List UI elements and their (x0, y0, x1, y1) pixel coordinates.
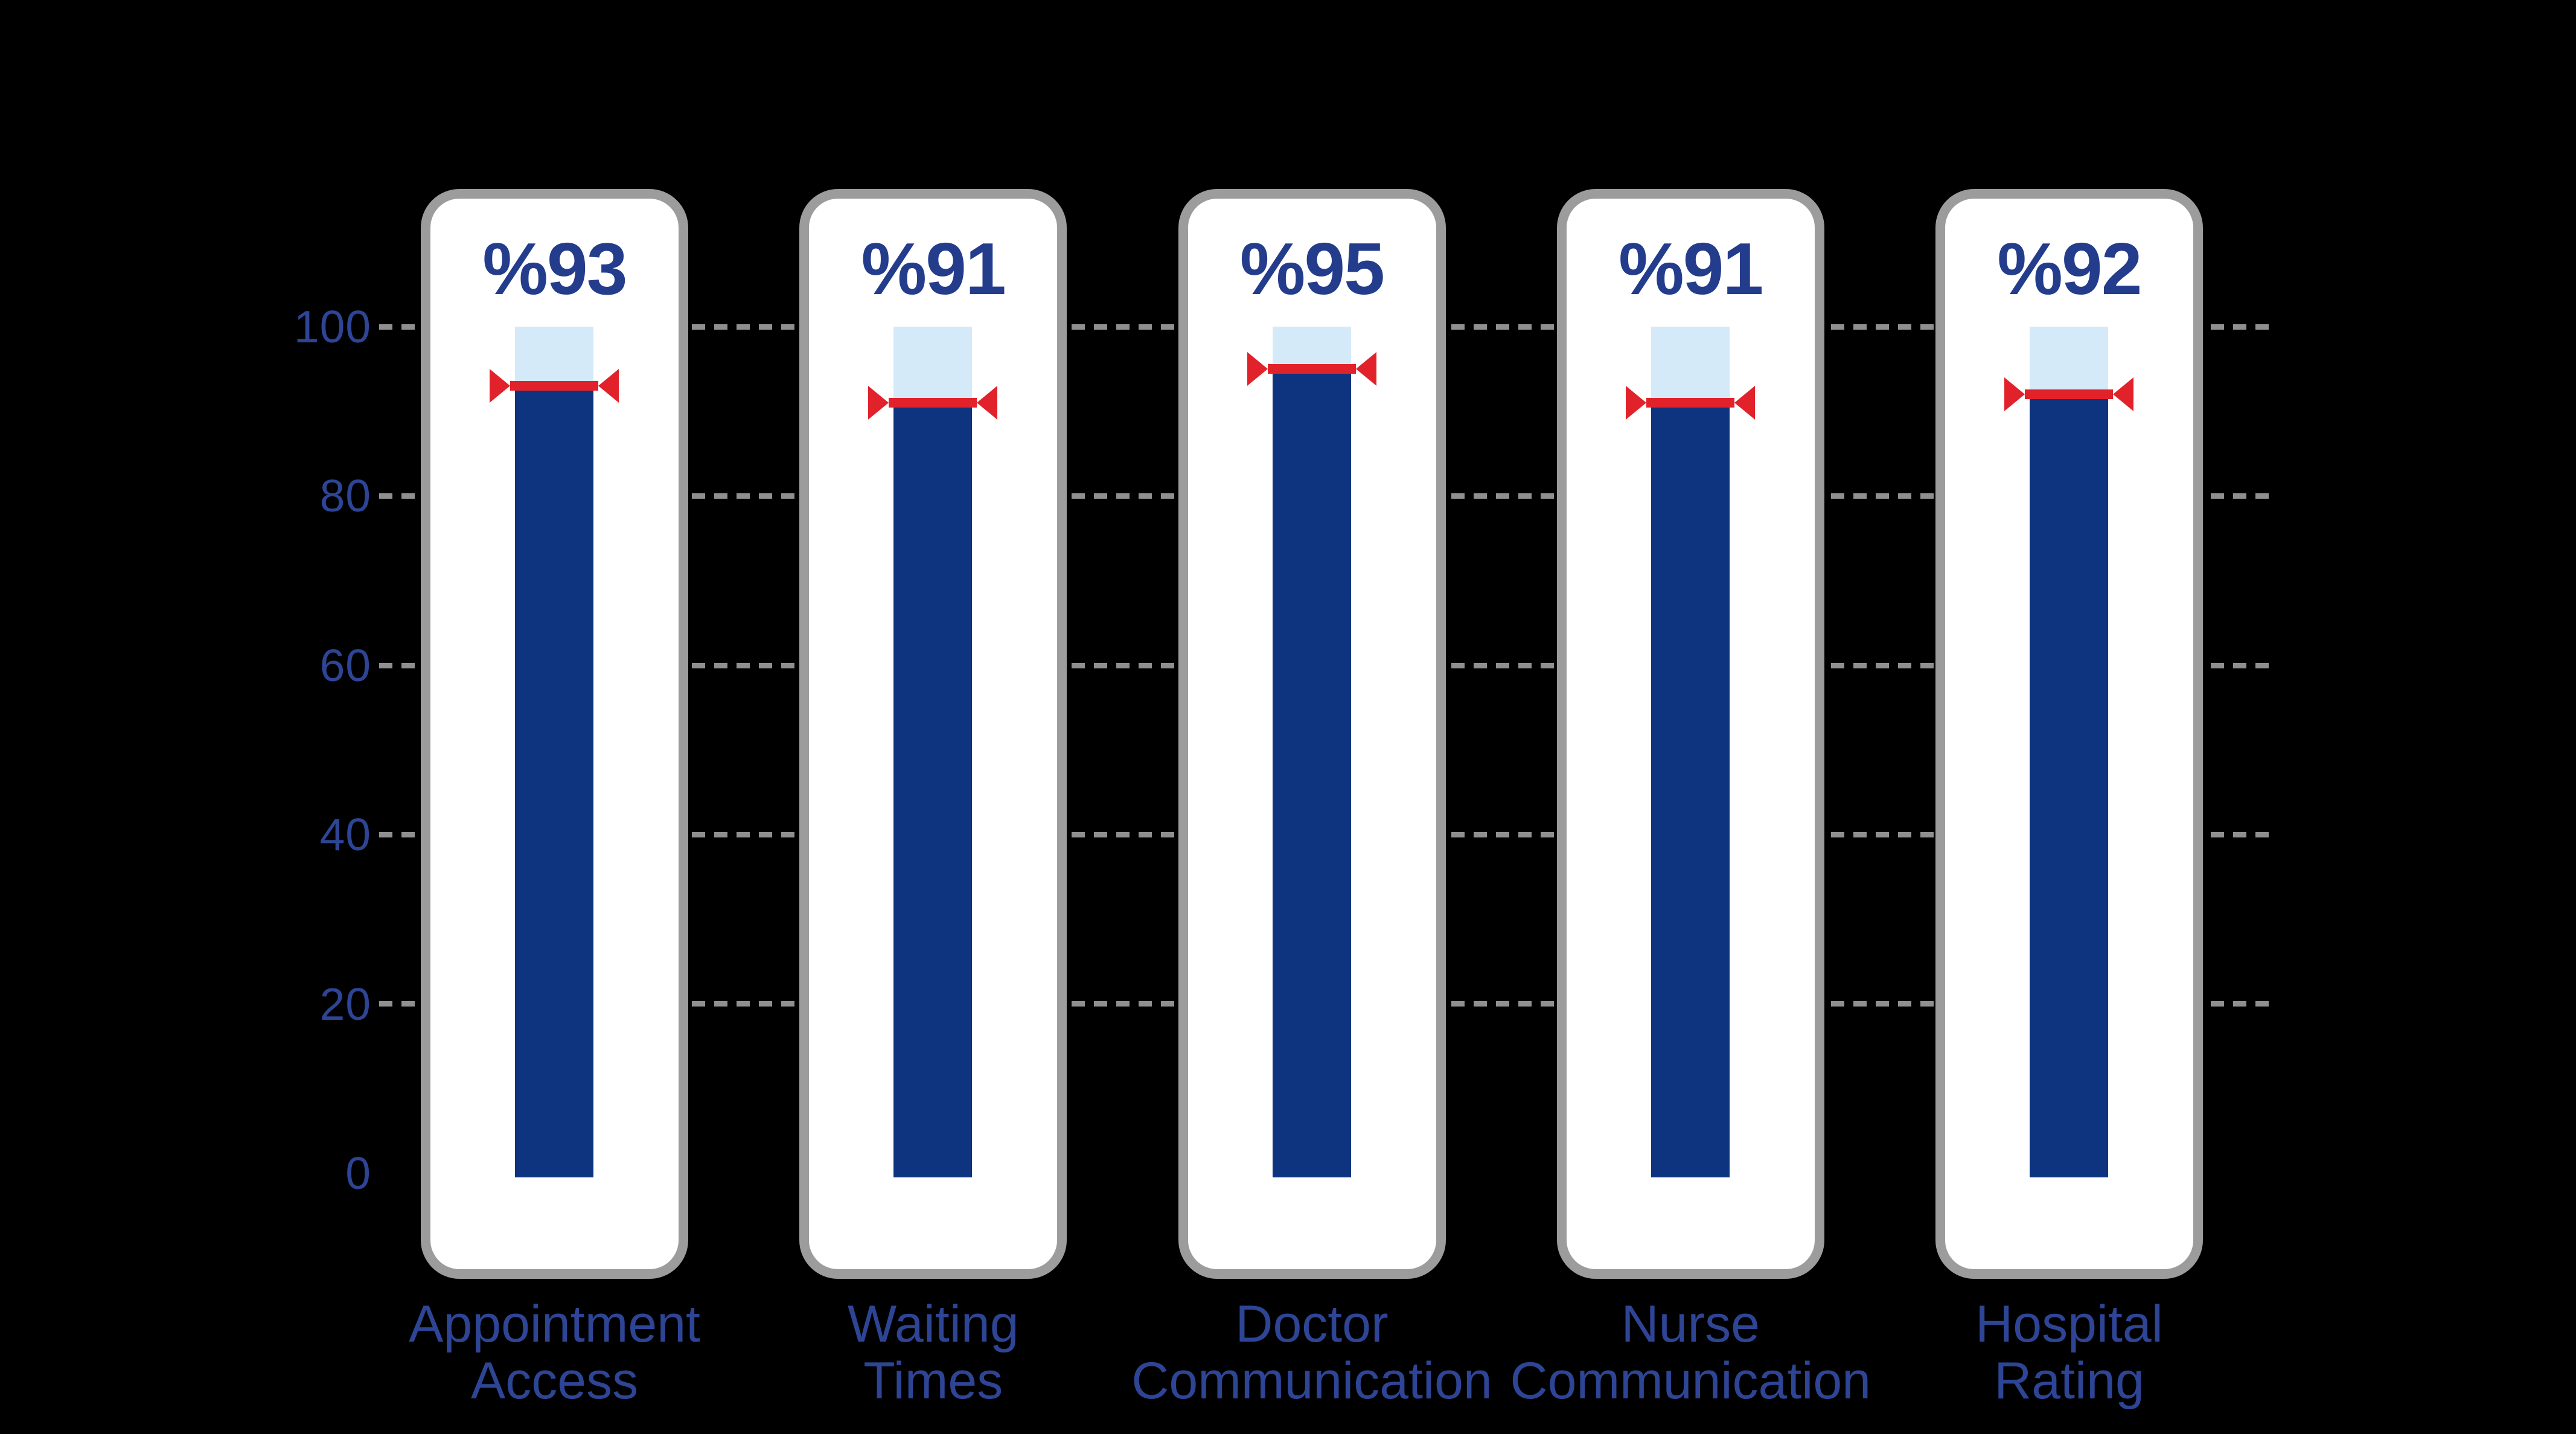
category-label-line2: Times (863, 1352, 1003, 1410)
marker-arrow-right-icon (1734, 386, 1755, 420)
bar-column: %91 Nurse Communication (1510, 189, 1871, 1434)
category-label: Nurse Communication (1510, 1296, 1871, 1409)
y-axis-tick-label: 100 (293, 301, 371, 352)
bar-remainder-segment (1651, 327, 1730, 399)
bar-value-label: %91 (861, 228, 1006, 310)
bar-remainder-segment (893, 327, 973, 399)
marker-arrow-left-icon (1247, 352, 1268, 386)
bar-fill-segment (1272, 374, 1351, 1177)
category-label: Doctor Communication (1131, 1296, 1492, 1409)
category-label-line1: Waiting (847, 1295, 1019, 1353)
category-label-line2: Access (470, 1352, 639, 1410)
category-label: Hospital Rating (1975, 1296, 2163, 1409)
category-label-line2: Communication (1510, 1352, 1871, 1410)
bar-value-label: %91 (1619, 228, 1763, 310)
marker-arrow-left-icon (1625, 386, 1646, 420)
bar-column: %95 Doctor Communication (1131, 189, 1492, 1434)
y-axis-tick-label: 60 (319, 640, 371, 691)
bar-remainder-segment (2030, 327, 2108, 390)
bar-column: %92 Hospital Rating (1935, 189, 2203, 1434)
y-axis-tick-label: 0 (345, 1148, 371, 1199)
y-axis-tick-label: 40 (319, 809, 371, 860)
category-label: Appointment Access (409, 1296, 700, 1409)
bar-card: %95 (1178, 189, 1446, 1279)
y-axis-tick-label: 20 (319, 979, 371, 1029)
marker-arrow-right-icon (2113, 377, 2133, 412)
marker-line (889, 398, 977, 408)
bar-card: %92 (1935, 189, 2203, 1279)
bar-remainder-segment (1272, 327, 1351, 365)
bar-fill-segment (893, 408, 973, 1177)
bar-value-label: %93 (482, 228, 627, 310)
marker-line (2025, 389, 2113, 400)
bar-value-label: %95 (1239, 228, 1385, 310)
y-axis: 100 80 60 40 20 0 (151, 0, 371, 1434)
bar-fill-segment (2030, 399, 2108, 1177)
y-axis-tick-label: 80 (319, 470, 371, 521)
bar-column: %91 Waiting Times (799, 189, 1067, 1434)
bar-column: %93 Appointment Access (409, 189, 700, 1434)
bar-card: %93 (421, 189, 688, 1279)
marker-line (1646, 398, 1734, 408)
marker-arrow-right-icon (977, 386, 998, 420)
bar-remainder-segment (515, 327, 593, 382)
bar-fill-segment (1651, 408, 1730, 1177)
bar-card: %91 (1556, 189, 1824, 1279)
marker-line (1267, 364, 1356, 374)
marker-arrow-left-icon (2004, 377, 2025, 412)
category-label-line2: Communication (1131, 1352, 1492, 1410)
category-label-line1: Appointment (409, 1295, 700, 1353)
category-label-line2: Rating (1994, 1352, 2144, 1410)
category-label-line1: Nurse (1621, 1295, 1760, 1353)
bar-value-label: %92 (1997, 228, 2142, 310)
marker-arrow-left-icon (490, 369, 510, 403)
bar-card: %91 (799, 189, 1067, 1279)
marker-arrow-left-icon (868, 386, 889, 420)
category-label-line1: Doctor (1235, 1295, 1389, 1353)
bar-fill-segment (515, 391, 593, 1177)
bar-columns: %93 Appointment Access %91 (409, 189, 2203, 1434)
category-label: Waiting Times (848, 1296, 1019, 1409)
marker-line (510, 381, 598, 391)
marker-arrow-right-icon (598, 369, 619, 403)
marker-arrow-right-icon (1355, 352, 1376, 386)
category-label-line1: Hospital (1975, 1295, 2163, 1353)
